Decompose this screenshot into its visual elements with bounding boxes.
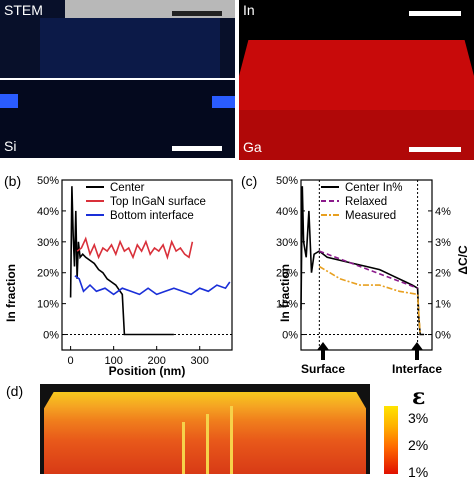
chart-b-ytick-label: 30% <box>37 237 59 249</box>
legend-label-bottom: Bottom interface <box>110 210 194 222</box>
surface-label: Surface <box>301 362 345 376</box>
chart-b-ylabel: In fraction <box>4 264 18 322</box>
chart-b-xtick-label: 0 <box>68 355 74 367</box>
in-label: In <box>243 2 255 18</box>
colorbar-symbol: ε <box>412 384 426 410</box>
interface-label: Interface <box>392 362 442 376</box>
si-blob-right <box>212 96 235 108</box>
chart-c-arrows: Surface Interface <box>301 342 442 376</box>
strain-map-streak-3 <box>230 406 233 474</box>
si-map-image: Si <box>0 80 235 158</box>
chart-c-axes: 0% 10% 20% 30% 40% 50% 0% 1% 2% 3% 4% <box>276 175 451 351</box>
strain-map-body <box>44 392 366 474</box>
chart-c-legend: Center In% Relaxed Measured <box>321 182 403 222</box>
chart-c-ytick-left-label: 10% <box>276 299 298 311</box>
panel-b-letter: (b) <box>4 173 21 189</box>
si-blob-left <box>0 94 18 108</box>
chart-c-ytick-right-label: 1% <box>435 299 451 311</box>
in-scalebar <box>409 11 461 16</box>
chart-c-series <box>300 186 425 336</box>
chart-b-xtick-label: 300 <box>191 355 209 367</box>
panel-c-letter: (c) <box>241 173 257 189</box>
chart-c-series-line-1 <box>319 250 418 289</box>
chart-b-series <box>69 186 231 336</box>
legend-label-relaxed: Relaxed <box>345 196 387 208</box>
legend-label-center-in: Center In% <box>345 182 403 194</box>
chart-b-ytick-label: 50% <box>37 175 59 187</box>
chart-b-ytick-label: 0% <box>43 330 59 342</box>
ga-label: Ga <box>243 139 262 155</box>
chart-c-ytick-left-label: 30% <box>276 237 298 249</box>
si-scalebar <box>172 146 222 151</box>
stem-label: STEM <box>4 2 43 18</box>
strain-map-streak-2 <box>206 414 209 474</box>
chart-b-series-line-1 <box>76 236 194 260</box>
interface-arrow-icon <box>411 342 423 360</box>
chart-c-ytick-left-label: 20% <box>276 268 298 280</box>
stem-nanowire <box>40 18 220 78</box>
panel-d-letter: (d) <box>6 383 24 399</box>
chart-c-ytick-left-label: 40% <box>276 206 298 218</box>
chart-c: (c) In fraction ΔC/C 0%10%20%30%40%50%0%… <box>241 173 470 376</box>
strain-map-image <box>40 384 370 474</box>
chart-c-ytick-right-label: 4% <box>435 206 451 218</box>
strain-map-streak-1 <box>182 422 185 474</box>
chart-b-xtick-label: 200 <box>148 355 166 367</box>
chart-b-legend: Center Top InGaN surface Bottom interfac… <box>86 182 206 222</box>
chart-b-axes: 0% 10% 20% 30% 40% 50% 0 100 200 300 <box>37 175 233 367</box>
stem-image: STEM <box>0 0 235 78</box>
chart-c-ylabel-right: ΔC/C <box>456 245 470 275</box>
chart-b-ytick-label: 20% <box>37 268 59 280</box>
colorbar <box>384 406 398 474</box>
legend-label-top: Top InGaN surface <box>110 196 206 208</box>
ga-lower-band <box>239 110 474 160</box>
chart-c-ytick-right-label: 2% <box>435 268 451 280</box>
colorbar-tick-1: 1% <box>408 464 429 480</box>
chart-c-ytick-left-label: 0% <box>282 330 298 342</box>
surface-arrow-icon <box>317 342 329 360</box>
chart-b: (b) In fraction Position (nm) 0% 10% 20% 30… <box>4 173 233 378</box>
ga-map-image: Ga <box>239 0 474 160</box>
chart-c-ytick-right-label: 0% <box>435 330 451 342</box>
chart-b-xtick-label: 100 <box>104 355 122 367</box>
legend-label-measured: Measured <box>345 210 396 222</box>
chart-c-series-line-2 <box>318 265 421 335</box>
chart-b-frame <box>61 179 233 351</box>
chart-b-series-line-0 <box>69 186 174 336</box>
chart-c-ytick-right-label: 3% <box>435 237 451 249</box>
si-label: Si <box>4 138 17 154</box>
chart-c-ytick-left-label: 50% <box>276 175 298 187</box>
chart-b-series-line-2 <box>74 275 231 296</box>
chart-b-ytick-label: 10% <box>37 299 59 311</box>
legend-label-center: Center <box>110 182 145 194</box>
chart-b-xlabel: Position (nm) <box>109 364 186 378</box>
colorbar-tick-3: 3% <box>408 410 429 426</box>
chart-b-ytick-label: 40% <box>37 206 59 218</box>
colorbar-tick-2: 2% <box>408 437 429 453</box>
ga-scalebar <box>409 147 461 152</box>
stem-scalebar <box>172 11 222 16</box>
chart-c-ylabel-left: In fraction <box>278 264 292 322</box>
